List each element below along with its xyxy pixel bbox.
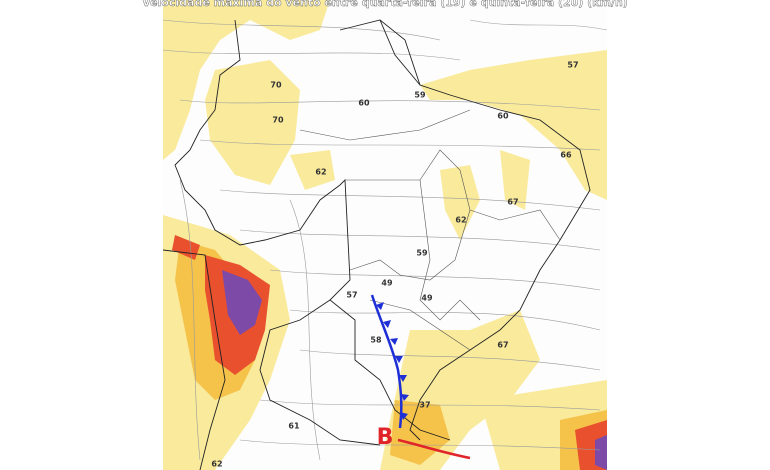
wind-label: 60 (358, 99, 370, 108)
wind-label: 59 (416, 249, 428, 258)
wind-label: 57 (346, 291, 357, 300)
wind-label: 60 (497, 112, 509, 121)
wind-label: 62 (211, 460, 222, 469)
wind-label: 49 (421, 294, 433, 303)
state-borders (299, 109, 561, 351)
wind-label: 62 (315, 168, 326, 177)
wind-label: 37 (419, 401, 430, 410)
pressure-center: B (377, 425, 394, 450)
wind-label: 61 (288, 422, 300, 431)
wind-label: 57 (567, 61, 578, 70)
wind-label: 59 (414, 91, 426, 100)
wind-label: 49 (381, 279, 393, 288)
map-title: Velocidade máxima do vento entre quarta-… (142, 0, 628, 9)
wind-label: 67 (507, 198, 518, 207)
warm-front (397, 438, 471, 460)
map-area: 57 70 70 60 59 60 66 62 67 62 59 49 57 49 58 67 37 61 62 B (163, 0, 607, 470)
wind-label: 67 (497, 341, 508, 350)
cold-front (370, 294, 409, 429)
wind-label: 70 (272, 116, 284, 125)
wind-labels: 57 70 70 60 59 60 66 62 67 62 59 49 57 49 58 67 37 61 62 (211, 61, 578, 469)
wind-purple (222, 270, 607, 470)
wind-label: 58 (370, 336, 382, 345)
wind-label: 70 (270, 81, 282, 90)
wind-label: 66 (560, 151, 572, 160)
wind-label: 62 (455, 216, 466, 225)
country-borders (163, 19, 591, 470)
